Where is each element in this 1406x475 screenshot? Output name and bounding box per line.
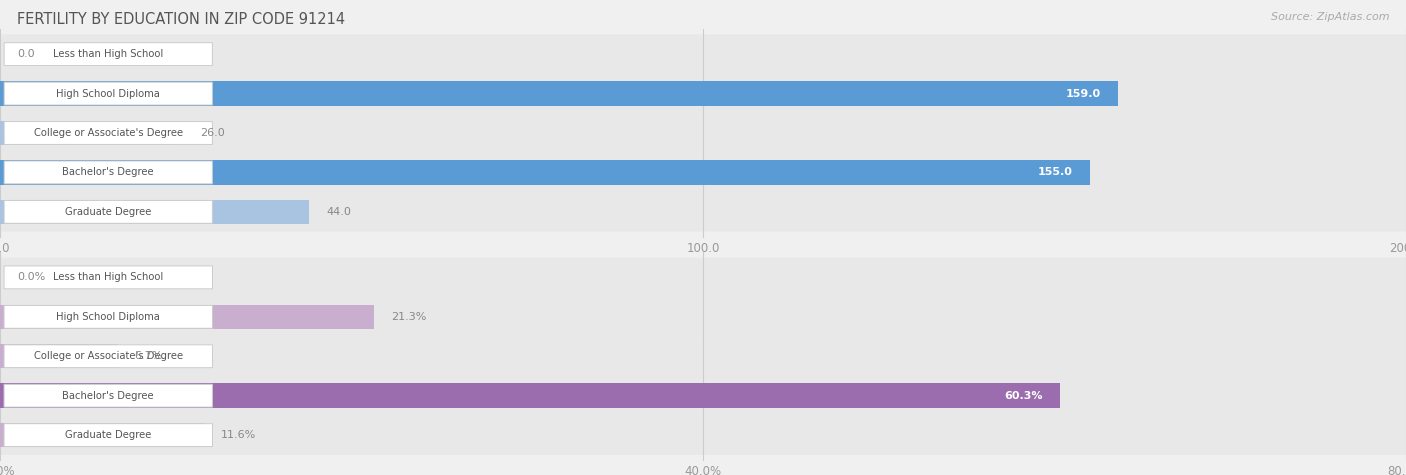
Text: 60.3%: 60.3% [1004,390,1043,401]
Text: 21.3%: 21.3% [391,312,426,322]
FancyBboxPatch shape [4,122,212,144]
Bar [0,423,204,447]
FancyBboxPatch shape [4,266,212,289]
Text: Source: ZipAtlas.com: Source: ZipAtlas.com [1271,12,1389,22]
Text: Bachelor's Degree: Bachelor's Degree [62,167,155,178]
Text: 26.0: 26.0 [200,128,225,138]
Text: Less than High School: Less than High School [53,49,163,59]
FancyBboxPatch shape [0,416,1406,455]
FancyBboxPatch shape [4,305,212,328]
FancyBboxPatch shape [0,297,1406,336]
Bar [0,160,1090,185]
FancyBboxPatch shape [0,257,1406,297]
FancyBboxPatch shape [0,74,1406,113]
Text: College or Associate's Degree: College or Associate's Degree [34,128,183,138]
FancyBboxPatch shape [0,192,1406,232]
FancyBboxPatch shape [4,424,212,446]
Text: FERTILITY BY EDUCATION IN ZIP CODE 91214: FERTILITY BY EDUCATION IN ZIP CODE 91214 [17,12,344,27]
FancyBboxPatch shape [0,113,1406,153]
Text: Graduate Degree: Graduate Degree [65,430,152,440]
FancyBboxPatch shape [4,345,212,368]
FancyBboxPatch shape [0,153,1406,192]
FancyBboxPatch shape [4,161,212,184]
Text: 44.0: 44.0 [326,207,352,217]
FancyBboxPatch shape [0,376,1406,416]
Text: 6.7%: 6.7% [135,351,163,361]
Text: 11.6%: 11.6% [221,430,256,440]
FancyBboxPatch shape [0,34,1406,74]
Bar [0,383,1060,408]
Text: Less than High School: Less than High School [53,272,163,282]
FancyBboxPatch shape [4,43,212,66]
Bar [0,304,374,329]
Bar [0,81,1118,106]
Text: Graduate Degree: Graduate Degree [65,207,152,217]
Text: 155.0: 155.0 [1038,167,1073,178]
FancyBboxPatch shape [4,384,212,407]
Text: High School Diploma: High School Diploma [56,312,160,322]
Bar [0,121,183,145]
Text: 0.0%: 0.0% [17,272,45,282]
FancyBboxPatch shape [0,336,1406,376]
Text: 0.0: 0.0 [17,49,35,59]
Text: 159.0: 159.0 [1066,88,1101,99]
Text: Bachelor's Degree: Bachelor's Degree [62,390,155,401]
Bar [0,344,118,369]
Text: High School Diploma: High School Diploma [56,88,160,99]
Text: College or Associate's Degree: College or Associate's Degree [34,351,183,361]
Bar [0,200,309,224]
FancyBboxPatch shape [4,82,212,105]
FancyBboxPatch shape [4,200,212,223]
